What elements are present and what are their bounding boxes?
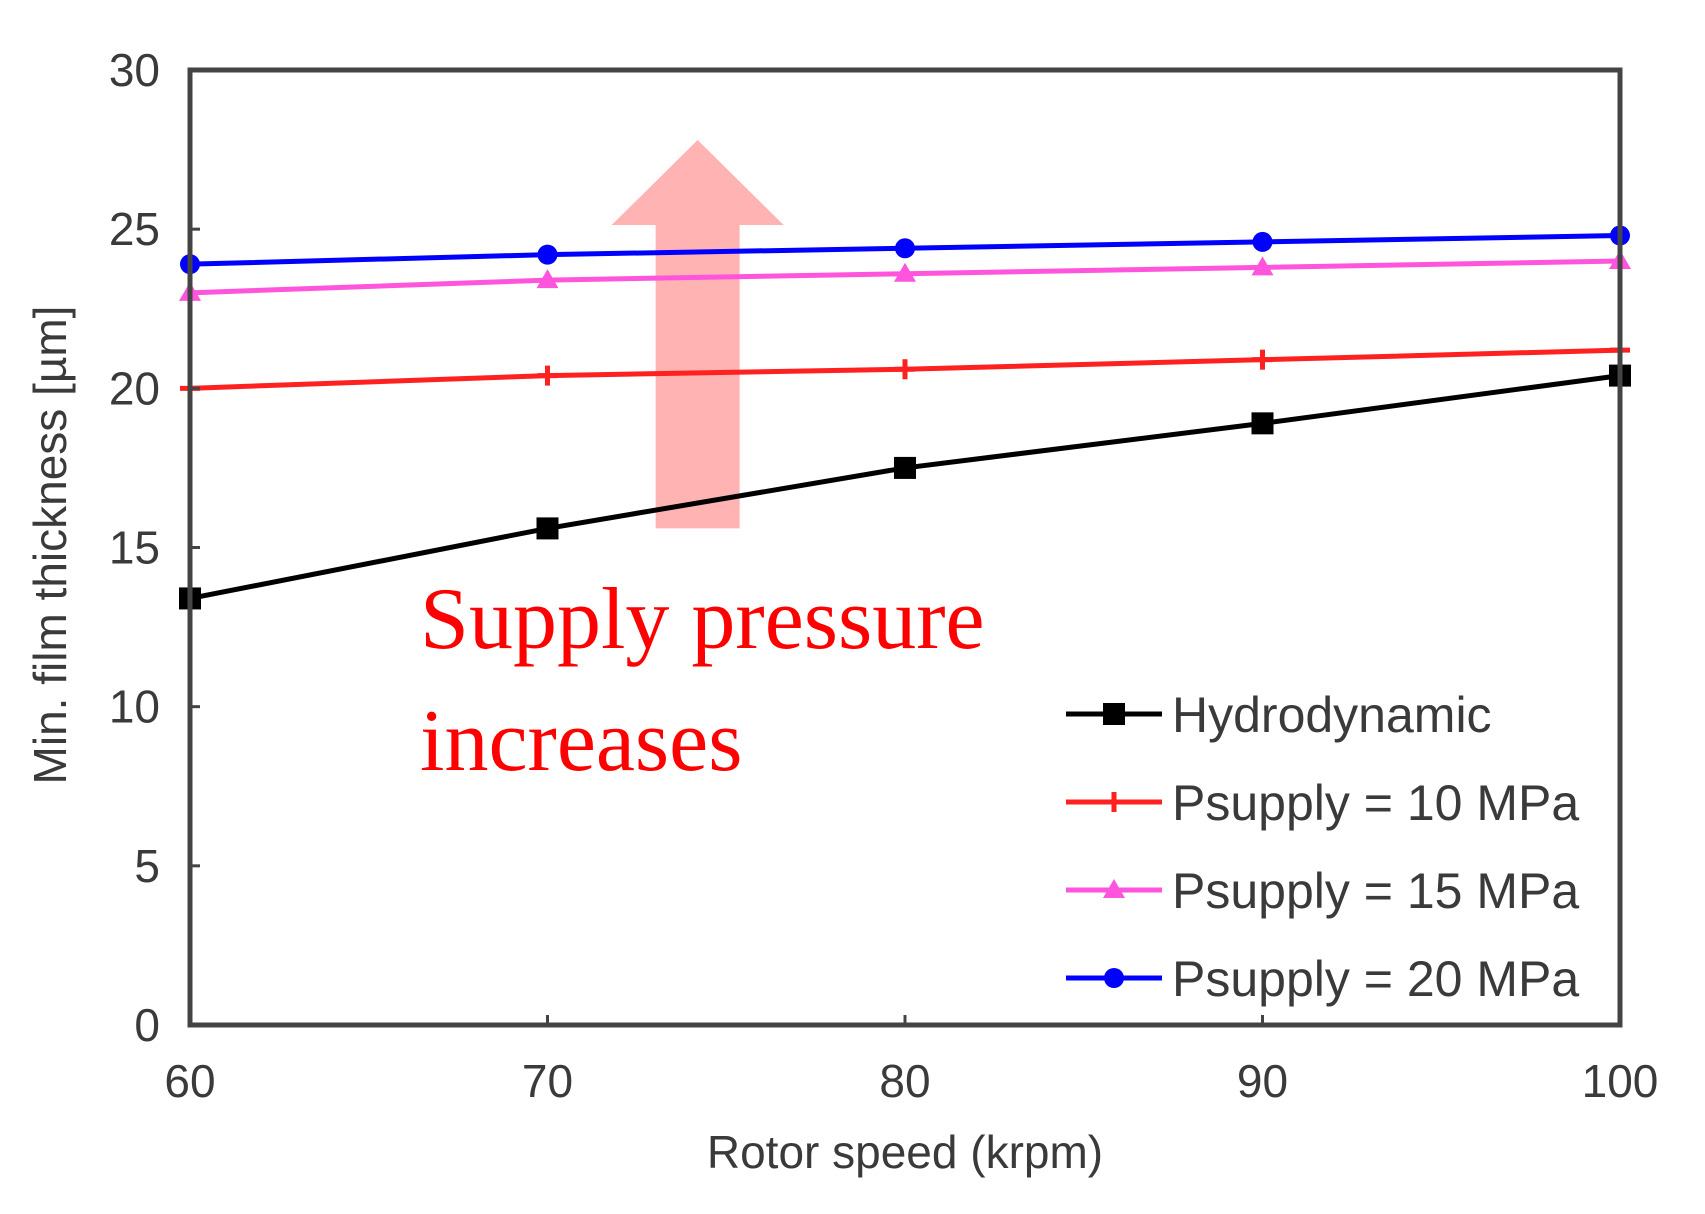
series-2-point-3 <box>1251 256 1274 276</box>
series-2-point-2 <box>894 262 916 282</box>
series-1-point-2 <box>895 359 915 380</box>
series-3-point-1 <box>537 244 558 265</box>
legend-label-1: Psupply = 10 MPa <box>1172 775 1579 831</box>
legend-marker-1 <box>1104 792 1124 812</box>
x-axis-label: Rotor speed (krpm) <box>707 1126 1103 1178</box>
y-tick-label-6: 30 <box>109 44 160 96</box>
legend-marker-0 <box>1103 703 1125 725</box>
y-tick-label-2: 10 <box>109 681 160 733</box>
y-tick-label-1: 5 <box>134 840 160 892</box>
x-tick-label-3: 90 <box>1237 1055 1288 1107</box>
legend-marker-3 <box>1104 968 1124 988</box>
series-1-point-1 <box>537 365 558 386</box>
series-0-point-2 <box>894 456 916 479</box>
annotation-text-line1: Supply pressure <box>420 571 985 668</box>
series-1-point-3 <box>1252 349 1273 370</box>
y-tick-label-0: 0 <box>134 999 160 1051</box>
series-0-point-1 <box>536 517 559 540</box>
series-0-point-3 <box>1251 412 1274 435</box>
series-3-point-2 <box>895 238 915 259</box>
y-tick-label-4: 20 <box>109 362 160 414</box>
annotation-arrow <box>611 140 784 529</box>
x-tick-label-2: 80 <box>879 1055 930 1107</box>
series-2-point-1 <box>536 269 559 289</box>
y-tick-label-5: 25 <box>109 203 160 255</box>
legend: Hydrodynamic Psupply = 10 MPa Psupply = 15… <box>1066 687 1579 1007</box>
y-tick-label-3: 15 <box>109 522 160 574</box>
legend-label-2: Psupply = 15 MPa <box>1172 863 1579 919</box>
x-tick-label-1: 70 <box>522 1055 573 1107</box>
y-axis-label: Min. film thickness [µm] <box>24 306 76 785</box>
x-tick-label-4: 100 <box>1582 1055 1659 1107</box>
x-tick-label-0: 60 <box>164 1055 215 1107</box>
legend-label-0: Hydrodynamic <box>1172 687 1492 743</box>
series-3-point-3 <box>1252 231 1273 252</box>
legend-marker-2 <box>1103 879 1125 898</box>
annotation-text-line2: increases <box>420 693 742 790</box>
legend-label-3: Psupply = 20 MPa <box>1172 951 1579 1007</box>
series-line-0 <box>189 373 1621 601</box>
